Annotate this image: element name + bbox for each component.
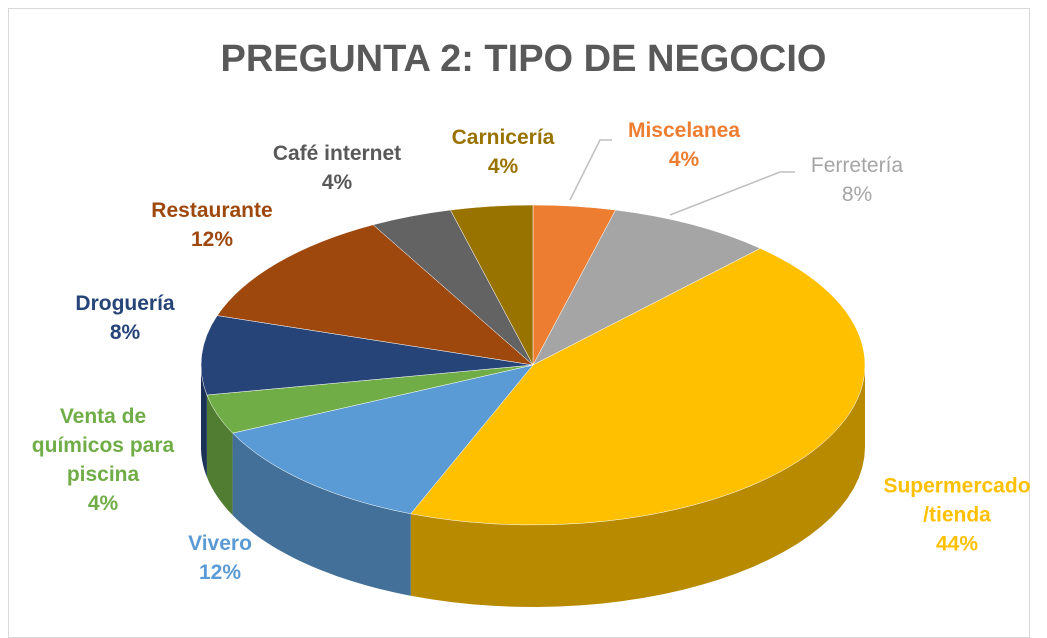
label-category: Vivero [188, 532, 252, 555]
label-category: Carnicería [451, 126, 555, 149]
label-value: 12% [190, 228, 234, 251]
data-label: Droguería 8% [45, 289, 205, 347]
data-label: Restaurante 12% [127, 196, 297, 254]
label-value: 44% [935, 532, 979, 556]
data-label: Ferretería 8% [777, 151, 937, 209]
label-category: Supermercado /tienda [883, 474, 1031, 527]
slice [532, 209, 761, 366]
slice [450, 204, 534, 366]
label-value: 4% [668, 148, 700, 171]
slice-side [410, 365, 865, 607]
slice-side [232, 433, 411, 596]
label-category: Ferretería [810, 154, 904, 177]
slice [410, 248, 866, 526]
chart-title: PREGUNTA 2: TIPO DE NEGOCIO [220, 38, 827, 80]
data-label: Café internet 4% [252, 139, 422, 197]
label-value: 4% [87, 492, 119, 515]
slice-side [206, 394, 233, 516]
label-category: Miscelanea [627, 119, 741, 142]
data-label: Carnicería 4% [423, 123, 583, 181]
label-category: Venta de químicos para piscina [31, 405, 175, 486]
data-label: Miscelanea 4% [604, 116, 764, 174]
pie [200, 204, 866, 607]
label-category: Restaurante [151, 199, 273, 222]
data-label: Supermercado /tienda 44% [882, 472, 1032, 559]
slice-side [201, 365, 207, 477]
data-label: Vivero 12% [140, 529, 300, 587]
data-label: Venta de químicos para piscina 4% [16, 402, 191, 518]
slice [216, 224, 534, 366]
label-category: Café internet [272, 142, 402, 165]
label-value: 4% [321, 171, 353, 194]
label-value: 4% [487, 155, 519, 178]
label-value: 12% [198, 561, 242, 584]
label-value: 8% [109, 321, 141, 344]
label-category: Droguería [75, 292, 175, 315]
label-value: 8% [841, 183, 873, 206]
slice [200, 315, 534, 396]
leader-line [669, 171, 795, 216]
slice [232, 364, 534, 515]
leader-line [569, 139, 612, 201]
